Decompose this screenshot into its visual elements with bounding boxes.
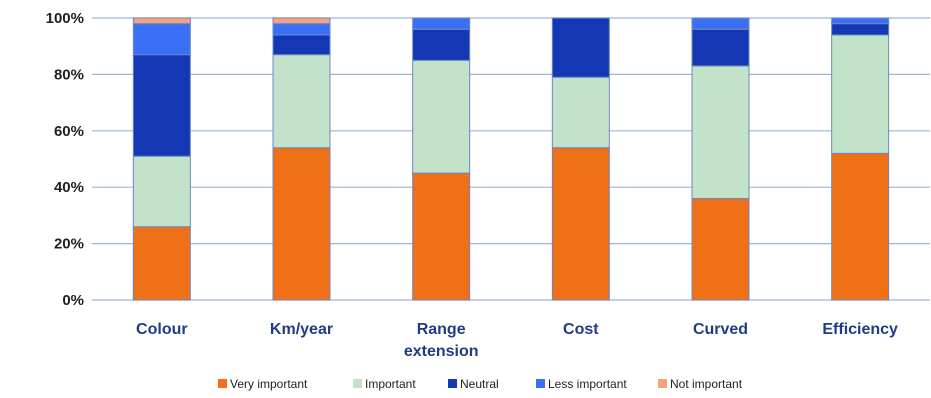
y-tick-label: 100% xyxy=(46,10,84,27)
legend-label: Less important xyxy=(548,377,627,391)
gridlines xyxy=(92,17,930,301)
bar-segment-very-important-5 xyxy=(831,152,890,301)
bar-segment-very-important-3 xyxy=(551,147,610,301)
legend-label: Very important xyxy=(230,377,308,391)
bar-segment-less-important-1 xyxy=(272,23,331,36)
bar-segment-important-4 xyxy=(691,65,750,199)
bar-segment-not-important-1 xyxy=(272,17,331,25)
bar-segment-neutral-1 xyxy=(272,34,331,56)
bar-segment-very-important-2 xyxy=(412,172,471,301)
x-tick-label: Curved xyxy=(693,321,748,338)
legend: Very important Important Neutral Less impor… xyxy=(218,377,743,391)
x-tick-label: Colour xyxy=(136,321,188,338)
legend-swatch xyxy=(353,379,362,388)
bar-segment-less-important-5 xyxy=(831,17,890,25)
bar-segment-important-1 xyxy=(272,54,331,149)
legend-swatch xyxy=(218,379,227,388)
bar-segment-neutral-2 xyxy=(412,28,471,61)
y-tick-label: 20% xyxy=(54,236,84,253)
x-tick-label: Cost xyxy=(563,321,599,338)
bar-segment-neutral-3 xyxy=(551,17,610,78)
bar-segment-neutral-0 xyxy=(132,54,191,157)
bar-segment-neutral-5 xyxy=(831,23,890,36)
bars xyxy=(132,17,890,301)
bar-segment-important-2 xyxy=(412,59,471,174)
bar-segment-very-important-1 xyxy=(272,147,331,301)
y-tick-label: 0% xyxy=(62,292,84,309)
legend-label: Important xyxy=(365,377,416,391)
legend-label: Neutral xyxy=(460,377,499,391)
axes: 0% 20% 40% 60% 80% 100% Colour Km/year Range exte… xyxy=(46,10,898,360)
legend-swatch xyxy=(536,379,545,388)
x-tick-label: Range extension xyxy=(404,321,479,360)
x-tick-label: Km/year xyxy=(270,321,333,338)
bar-segment-neutral-4 xyxy=(691,28,750,67)
bar-segment-less-important-2 xyxy=(412,17,471,30)
legend-swatch xyxy=(658,379,667,388)
bar-segment-very-important-4 xyxy=(691,197,750,301)
x-tick-label: Efficiency xyxy=(822,321,898,338)
bar-segment-less-important-4 xyxy=(691,17,750,30)
bar-segment-important-3 xyxy=(551,76,610,149)
bar-segment-important-0 xyxy=(132,155,191,228)
bar-segment-less-important-0 xyxy=(132,23,191,56)
bar-segment-very-important-0 xyxy=(132,226,191,301)
y-tick-label: 60% xyxy=(54,123,84,140)
legend-swatch xyxy=(448,379,457,388)
y-tick-label: 40% xyxy=(54,179,84,196)
bar-segment-important-5 xyxy=(831,34,890,154)
y-tick-label: 80% xyxy=(54,66,84,83)
bar-segment-not-important-0 xyxy=(132,17,191,25)
legend-label: Not important xyxy=(670,377,743,391)
